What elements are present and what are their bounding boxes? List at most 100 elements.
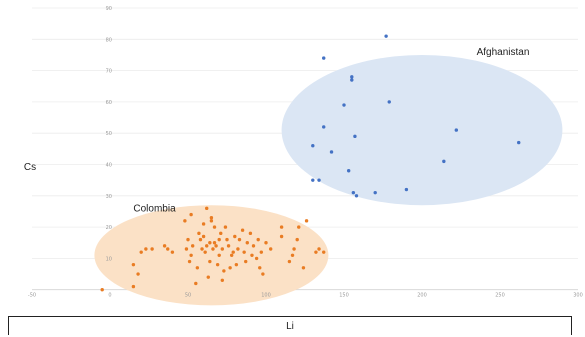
data-point-colombia <box>186 237 190 242</box>
data-point-colombia <box>205 244 209 248</box>
data-point-colombia <box>254 256 259 261</box>
data-point-colombia <box>131 262 136 267</box>
data-point-colombia <box>297 225 301 229</box>
x-axis-label: Li <box>8 316 572 335</box>
data-point-colombia <box>170 250 175 254</box>
y-tick-label: 40 <box>106 163 112 169</box>
data-point-colombia <box>226 244 231 248</box>
data-point-colombia <box>222 269 226 273</box>
data-point-colombia <box>197 231 201 236</box>
data-point-colombia <box>268 247 273 251</box>
data-point-afghanistan <box>404 187 409 192</box>
x-tick-label: 50 <box>185 293 191 299</box>
data-point-colombia <box>212 241 217 245</box>
data-point-colombia <box>290 253 295 257</box>
data-point-afghanistan <box>384 34 388 38</box>
data-point-colombia <box>203 250 207 254</box>
data-point-colombia <box>292 247 296 251</box>
y-tick-label: 20 <box>106 225 112 231</box>
data-point-afghanistan <box>387 100 391 104</box>
data-point-colombia <box>259 250 264 254</box>
y-tick-label: 90 <box>106 6 112 12</box>
data-point-colombia <box>201 234 206 239</box>
data-point-colombia <box>136 272 140 276</box>
x-tick-label: 300 <box>573 293 583 299</box>
x-tick-label: 150 <box>339 293 349 299</box>
data-point-colombia <box>144 247 148 251</box>
data-point-afghanistan <box>317 178 321 182</box>
x-tick-label: 250 <box>495 293 505 299</box>
data-point-afghanistan <box>353 134 357 139</box>
data-point-afghanistan <box>311 144 315 148</box>
data-point-colombia <box>220 278 225 283</box>
data-point-colombia <box>304 219 309 223</box>
y-tick-label: 80 <box>106 37 112 43</box>
data-point-colombia <box>228 266 232 270</box>
data-point-colombia <box>258 266 262 270</box>
data-point-colombia <box>251 244 256 248</box>
data-point-colombia <box>139 250 143 254</box>
data-point-colombia <box>314 250 318 254</box>
data-point-colombia <box>209 219 214 223</box>
data-point-colombia <box>261 272 265 276</box>
x-tick-label: 200 <box>417 293 427 299</box>
y-axis-label: Cs <box>24 162 36 173</box>
data-point-colombia <box>208 241 212 245</box>
data-point-colombia <box>187 259 192 264</box>
data-point-afghanistan <box>454 128 459 132</box>
data-point-colombia <box>264 241 268 245</box>
x-tick-label: 100 <box>261 293 271 299</box>
data-points <box>100 34 521 292</box>
data-point-colombia <box>279 225 284 229</box>
data-point-colombia <box>229 253 234 257</box>
data-point-colombia <box>212 225 217 229</box>
group-label-colombia: Colombia <box>133 203 176 214</box>
data-point-colombia <box>234 262 239 267</box>
x-tick-label: 0 <box>108 293 111 299</box>
data-point-colombia <box>217 253 221 257</box>
data-point-afghanistan <box>322 56 326 60</box>
data-point-colombia <box>162 244 167 248</box>
data-point-colombia <box>317 247 321 251</box>
data-point-colombia <box>295 237 299 242</box>
data-point-colombia <box>244 259 248 264</box>
data-point-colombia <box>189 212 193 217</box>
data-point-afghanistan <box>517 140 521 145</box>
data-point-colombia <box>198 237 203 242</box>
data-point-colombia <box>200 247 204 251</box>
data-point-afghanistan <box>342 103 346 107</box>
data-point-afghanistan <box>311 178 315 182</box>
data-point-colombia <box>248 231 253 236</box>
group-labels: Afghanistan Colombia <box>133 47 530 214</box>
data-point-colombia <box>240 228 245 232</box>
group-label-afghanistan: Afghanistan <box>477 47 530 58</box>
data-point-colombia <box>208 259 212 264</box>
ellipse-colombia <box>94 205 329 306</box>
y-tick-label: 50 <box>106 131 112 137</box>
data-point-afghanistan <box>322 125 326 129</box>
data-point-colombia <box>322 250 326 254</box>
data-point-colombia <box>211 247 215 251</box>
data-point-colombia <box>184 247 189 251</box>
data-point-colombia <box>189 253 193 257</box>
data-point-afghanistan <box>351 190 356 195</box>
data-point-colombia <box>236 247 240 251</box>
y-tick-label: 30 <box>106 194 112 200</box>
data-point-colombia <box>217 237 221 242</box>
data-point-colombia <box>237 237 242 242</box>
data-point-colombia <box>195 266 200 270</box>
data-point-colombia <box>242 250 246 254</box>
data-point-colombia <box>223 225 228 229</box>
data-point-afghanistan <box>350 75 354 79</box>
data-point-colombia <box>209 216 214 220</box>
y-tick-label: 60 <box>106 100 112 106</box>
data-point-colombia <box>220 247 225 251</box>
data-point-colombia <box>231 250 235 254</box>
data-point-colombia <box>100 288 104 292</box>
data-point-colombia <box>225 237 229 242</box>
data-point-colombia <box>201 222 206 226</box>
data-point-colombia <box>194 281 198 286</box>
data-point-colombia <box>150 247 154 251</box>
data-point-colombia <box>183 219 187 223</box>
data-point-colombia <box>245 241 249 245</box>
